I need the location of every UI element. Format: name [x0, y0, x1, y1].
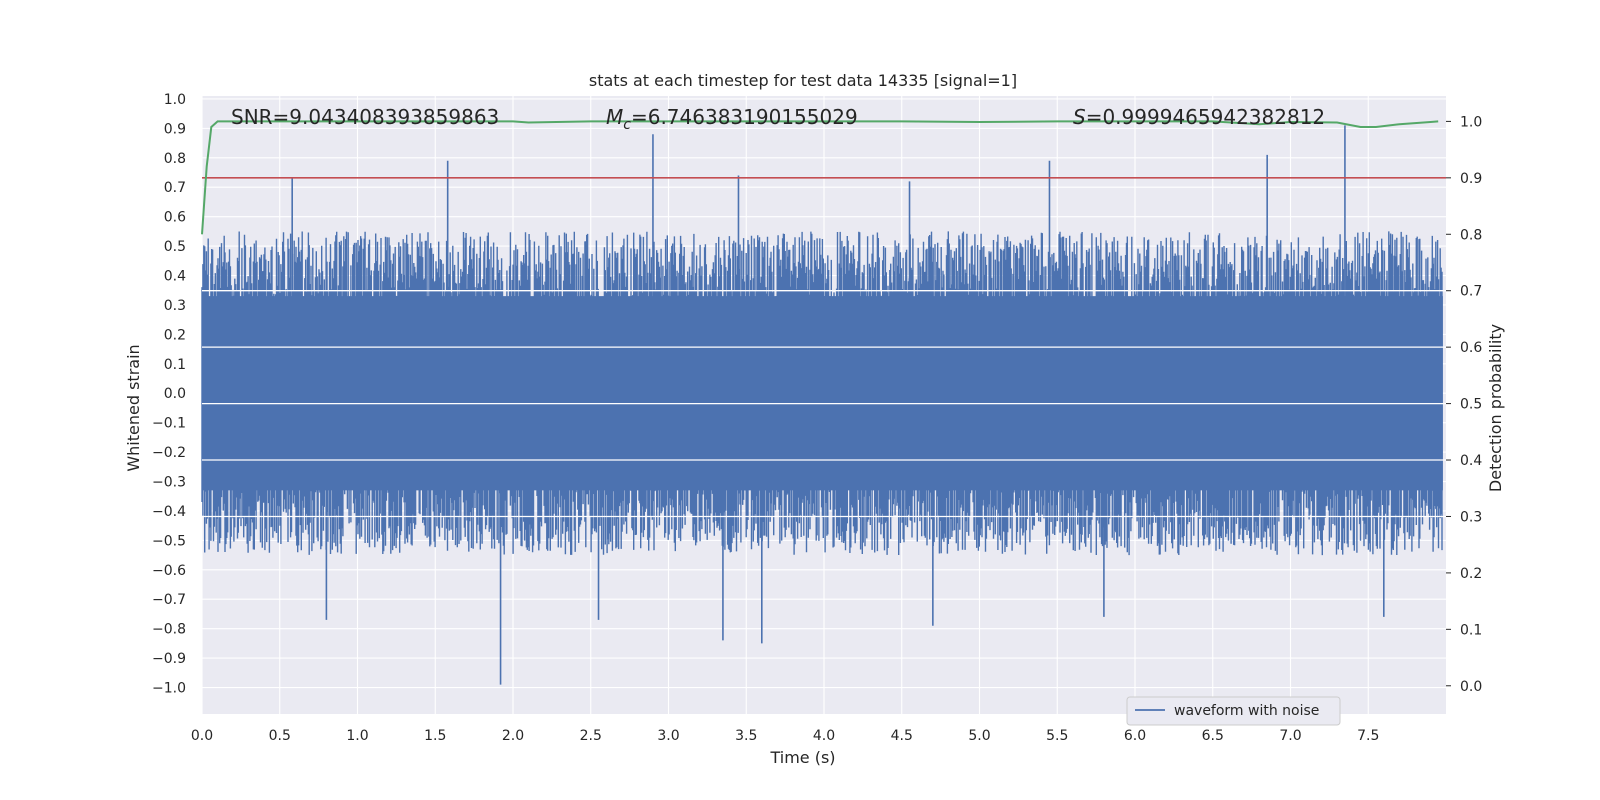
y-right-tick-label: 0.9 [1460, 171, 1482, 187]
y-left-tick-label: 0.9 [164, 121, 186, 137]
legend: waveform with noise [1126, 696, 1341, 726]
x-axis-label: Time (s) [769, 748, 835, 767]
x-tick-label: 4.0 [813, 728, 835, 744]
s-symbol: S [1073, 105, 1086, 129]
x-tick-label: 6.5 [1202, 728, 1224, 744]
y-left-tick-label: −0.9 [152, 651, 186, 667]
s-value: =0.9999465942382812 [1086, 105, 1325, 129]
y-left-tick-label: 0.3 [164, 298, 186, 314]
x-tick-label: 0.0 [191, 728, 213, 744]
y-right-tick-label: 0.2 [1460, 566, 1482, 582]
right-axis-series [201, 120, 1446, 518]
y-left-tick-label: 0.5 [164, 239, 186, 255]
y-right-tick-label: 0.8 [1460, 227, 1482, 243]
x-tick-label: 6.0 [1124, 728, 1146, 744]
detection-probability-line [201, 120, 1439, 235]
x-tick-label: 1.5 [424, 728, 446, 744]
y-left-tick-label: 0.7 [164, 180, 186, 196]
y-right-axis-ticks: 1.0 0.9 0.8 0.7 0.6 0.5 0.4 0.3 0.2 0.1 0.0 [1446, 114, 1482, 695]
snr-annotation: SNR=9.043408393859863 [231, 105, 499, 129]
legend-box [1126, 696, 1341, 726]
chart-title: stats at each timestep for test data 143… [589, 71, 1017, 90]
legend-entry-waveform: waveform with noise [1174, 703, 1319, 719]
mc-annotation: Mc=6.746383190155029 [606, 105, 858, 133]
y-right-tick-label: 0.3 [1460, 509, 1482, 525]
y-left-tick-label: 0.8 [164, 151, 186, 167]
y-left-tick-label: −1.0 [152, 681, 186, 697]
s-annotation: S=0.9999465942382812 [1073, 105, 1325, 129]
y-right-tick-label: 0.7 [1460, 284, 1482, 300]
mc-symbol: M [606, 105, 623, 129]
y-right-tick-label: 0.1 [1460, 622, 1482, 638]
y-right-tick-label: 1.0 [1460, 114, 1482, 130]
y-left-axis-label: Whitened strain [124, 344, 143, 471]
x-tick-label: 5.0 [968, 728, 990, 744]
x-tick-label: 4.5 [891, 728, 913, 744]
x-tick-label: 2.0 [502, 728, 524, 744]
y-right-tick-label: 0.4 [1460, 453, 1482, 469]
mc-value: =6.746383190155029 [631, 105, 858, 129]
y-left-tick-label: −0.6 [152, 563, 186, 579]
x-tick-label: 0.5 [269, 728, 291, 744]
x-tick-label: 2.5 [580, 728, 602, 744]
y-left-tick-label: 0.2 [164, 327, 186, 343]
x-tick-label: 3.5 [735, 728, 757, 744]
x-tick-label: 7.0 [1279, 728, 1301, 744]
waveform-series [201, 125, 1443, 685]
x-tick-label: 7.5 [1357, 728, 1379, 744]
y-right-tick-label: 0.0 [1460, 679, 1482, 695]
y-left-tick-label: −0.7 [152, 592, 186, 608]
y-left-tick-label: −0.3 [152, 475, 186, 491]
y-right-axis-label: Detection probability [1486, 324, 1505, 492]
x-tick-label: 1.0 [346, 728, 368, 744]
y-right-tick-label: 0.6 [1460, 340, 1482, 356]
x-tick-label: 5.5 [1046, 728, 1068, 744]
y-left-tick-label: −0.8 [152, 622, 186, 638]
y-left-tick-label: −0.4 [152, 504, 186, 520]
y-left-tick-label: 0.4 [164, 269, 186, 285]
y-left-tick-label: −0.2 [152, 445, 186, 461]
y-left-tick-label: 0.1 [164, 357, 186, 373]
x-tick-label: 3.0 [657, 728, 679, 744]
y-left-tick-label: 1.0 [164, 92, 186, 108]
y-left-tick-label: 0.6 [164, 210, 186, 226]
y-left-axis-ticks: 1.0 0.9 0.8 0.7 0.6 0.5 0.4 0.3 0.2 0.1 0.0 −0.1 −0.… [152, 92, 186, 697]
y-left-tick-label: 0.0 [164, 386, 186, 402]
mc-subscript: c [623, 117, 631, 133]
y-right-tick-label: 0.5 [1460, 397, 1482, 413]
y-left-tick-label: −0.5 [152, 533, 186, 549]
y-left-tick-label: −0.1 [152, 416, 186, 432]
plot-content [201, 120, 1446, 685]
waveform-dense-band [202, 296, 1443, 491]
x-axis-ticks: 0.0 0.5 1.0 1.5 2.0 2.5 3.0 3.5 4.0 4.5 5.0 5.5 6.0 6… [191, 728, 1380, 744]
